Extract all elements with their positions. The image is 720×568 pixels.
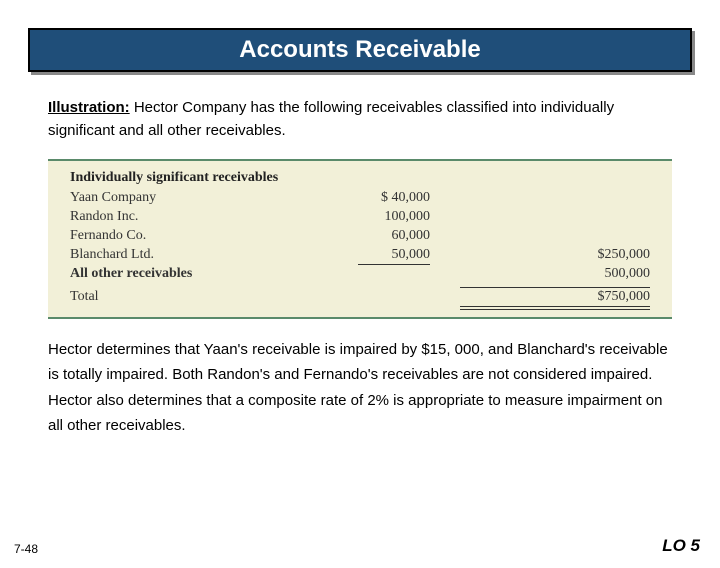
row-amt1: 60,000 xyxy=(310,227,430,246)
total-amt: $750,000 xyxy=(430,288,650,307)
row-amt1 xyxy=(310,265,430,284)
row-amt2 xyxy=(430,189,650,208)
table-row: Fernando Co. 60,000 xyxy=(70,227,650,246)
row-amt2 xyxy=(430,208,650,227)
table-row: Randon Inc. 100,000 xyxy=(70,208,650,227)
row-amt1 xyxy=(310,288,430,307)
row-amt1: $ 40,000 xyxy=(310,189,430,208)
row-amt1: 50,000 xyxy=(310,246,430,265)
table-header: Individually significant receivables xyxy=(70,169,310,188)
receivables-table: Individually significant receivables Yaa… xyxy=(48,159,672,319)
learning-objective: LO 5 xyxy=(662,536,700,556)
title-bar: Accounts Receivable xyxy=(28,28,692,72)
table-row-all-other: All other receivables 500,000 xyxy=(70,265,650,284)
explanation-paragraph: Hector determines that Yaan's receivable… xyxy=(48,337,672,439)
table-header-row: Individually significant receivables xyxy=(70,169,650,188)
total-label: Total xyxy=(70,288,310,307)
intro-text: Hector Company has the following receiva… xyxy=(48,99,614,139)
row-amt2: $250,000 xyxy=(430,246,650,265)
page-number: 7-48 xyxy=(14,542,38,556)
all-other-amt: 500,000 xyxy=(430,265,650,284)
table-row: Yaan Company $ 40,000 xyxy=(70,189,650,208)
table-row: Blanchard Ltd. 50,000 $250,000 xyxy=(70,246,650,265)
row-amt2 xyxy=(430,227,650,246)
intro-paragraph: Illustration: Hector Company has the fol… xyxy=(48,96,672,143)
illustration-label: Illustration: xyxy=(48,99,130,116)
row-label: Yaan Company xyxy=(70,189,310,208)
table-row-total: Total $750,000 xyxy=(70,288,650,307)
row-amt1: 100,000 xyxy=(310,208,430,227)
row-label: Randon Inc. xyxy=(70,208,310,227)
row-label: Blanchard Ltd. xyxy=(70,246,310,265)
row-label: Fernando Co. xyxy=(70,227,310,246)
page-title: Accounts Receivable xyxy=(239,36,480,63)
all-other-label: All other receivables xyxy=(70,265,310,284)
